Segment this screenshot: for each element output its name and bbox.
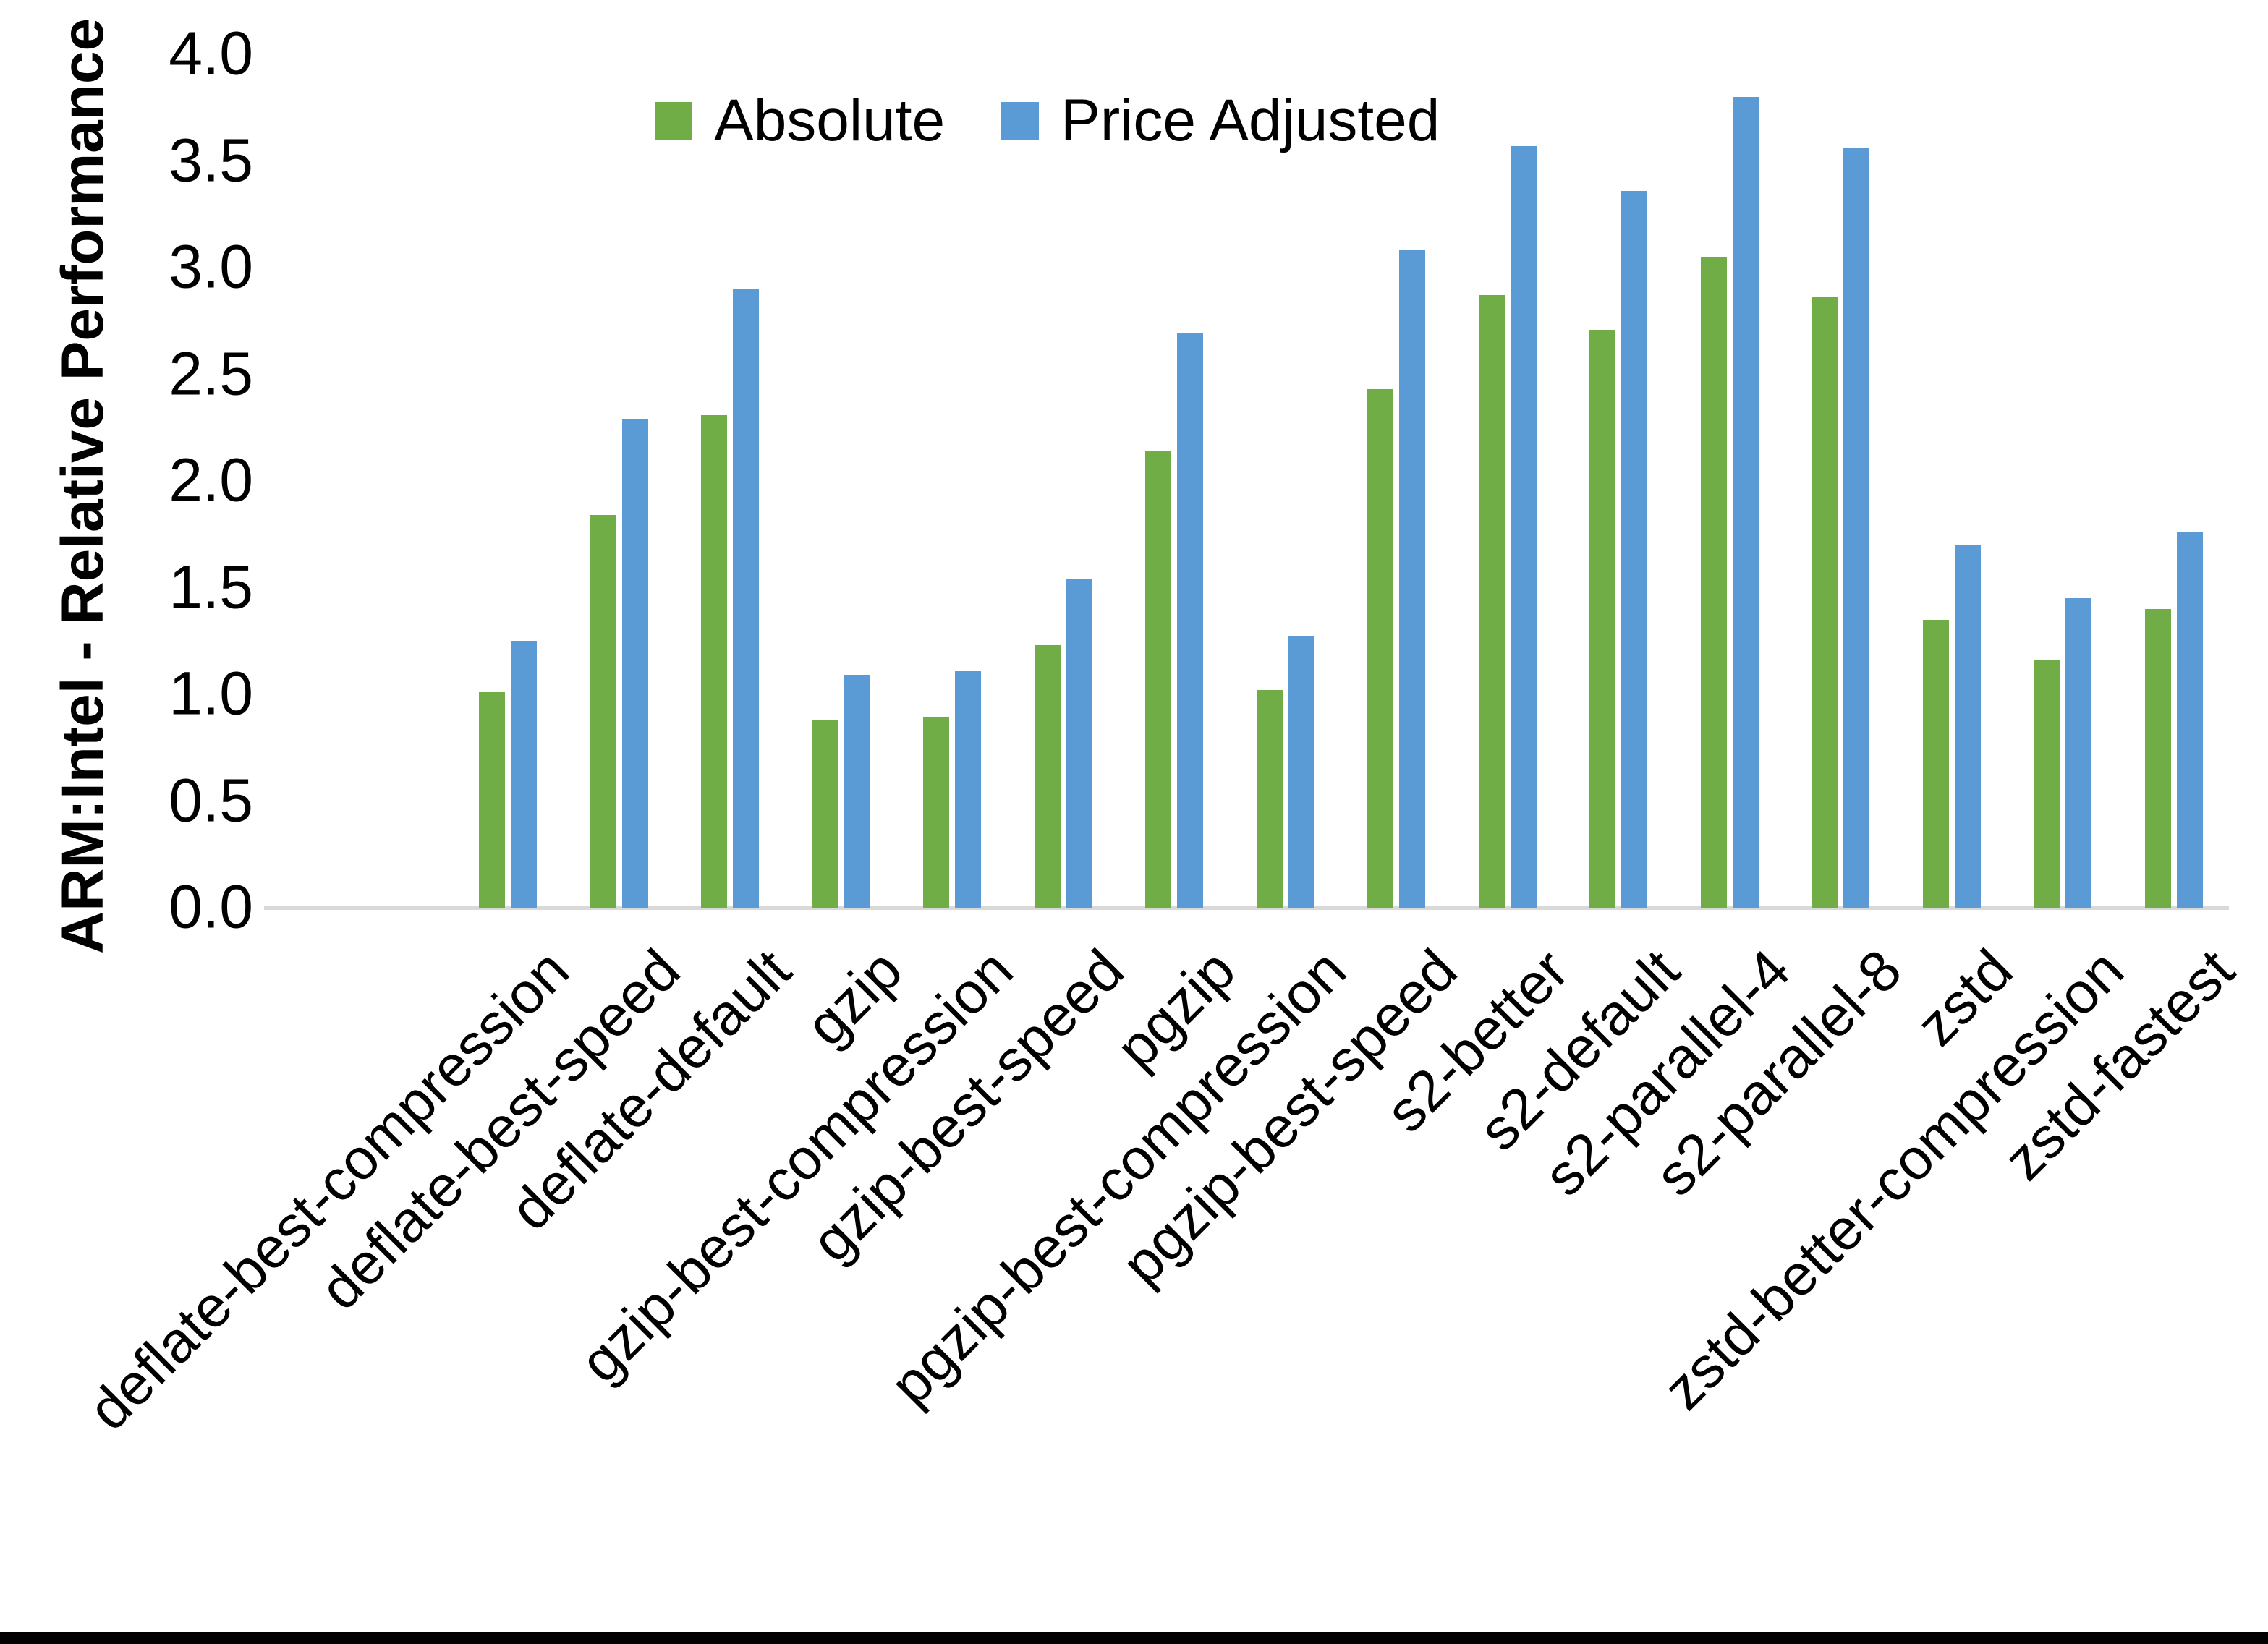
bar-price-adjusted-gzip-best-speed <box>1066 579 1092 908</box>
y-tick-label-1.5: 1.5 <box>169 552 253 621</box>
bar-price-adjusted-deflate-default <box>733 289 759 908</box>
bar-absolute-gzip-best-compression <box>923 717 949 908</box>
bar-price-adjusted-zstd-fastest <box>2176 532 2203 908</box>
bar-absolute-deflate-default <box>701 414 727 908</box>
legend-label-absolute: Absolute <box>714 88 946 153</box>
bar-price-adjusted-s2-parallel-8 <box>1843 148 1869 908</box>
y-tick-label-2.5: 2.5 <box>169 338 253 407</box>
y-tick-label-3.5: 3.5 <box>169 125 253 194</box>
bar-price-adjusted-s2-parallel-4 <box>1732 97 1759 908</box>
legend: Absolute Price Adjusted <box>655 91 1440 150</box>
bar-absolute-gzip <box>812 720 838 908</box>
legend-swatch-absolute <box>655 102 692 140</box>
bar-absolute-s2-parallel-8 <box>1812 297 1838 908</box>
bar-absolute-zstd-better-compression <box>2034 660 2060 908</box>
bar-price-adjusted-gzip <box>844 675 870 908</box>
bar-absolute-s2-better <box>1478 295 1505 908</box>
bar-absolute-pgzip-best-speed <box>1367 389 1393 908</box>
y-tick-label-0.5: 0.5 <box>169 765 253 834</box>
bar-absolute-s2-parallel-4 <box>1700 257 1727 908</box>
bar-absolute-s2-default <box>1589 329 1615 908</box>
legend-label-price-adjusted: Price Adjusted <box>1061 88 1440 153</box>
bar-absolute-zstd-fastest <box>2144 609 2171 908</box>
bar-price-adjusted-deflate-best-speed <box>621 419 648 908</box>
legend-item-price-adjusted: Price Adjusted <box>1001 91 1440 150</box>
y-tick-label-1.0: 1.0 <box>169 659 253 728</box>
bar-absolute-zstd <box>1922 619 1949 908</box>
bar-price-adjusted-zstd <box>1954 545 1981 908</box>
bar-price-adjusted-pgzip-best-compression <box>1288 636 1314 908</box>
y-tick-label-3.0: 3.0 <box>169 232 253 301</box>
y-tick-label-0.0: 0.0 <box>169 872 253 941</box>
bar-absolute-pgzip <box>1145 451 1171 908</box>
bar-absolute-deflate-best-compression <box>479 692 505 908</box>
bar-price-adjusted-gzip-best-compression <box>955 670 981 908</box>
bar-absolute-pgzip-best-compression <box>1256 690 1283 908</box>
bottom-border <box>0 1632 2268 1644</box>
bar-price-adjusted-s2-better <box>1510 145 1537 908</box>
bar-absolute-deflate-best-speed <box>590 515 616 908</box>
bar-price-adjusted-pgzip-best-speed <box>1399 250 1425 908</box>
bar-price-adjusted-s2-default <box>1621 190 1647 908</box>
bar-absolute-gzip-best-speed <box>1034 645 1061 908</box>
bar-price-adjusted-pgzip <box>1177 333 1203 908</box>
legend-item-absolute: Absolute <box>655 91 945 150</box>
y-tick-label-2.0: 2.0 <box>169 446 253 514</box>
x-axis-line <box>264 906 2229 910</box>
bar-price-adjusted-deflate-best-compression <box>511 641 537 908</box>
y-tick-label-4.0: 4.0 <box>169 19 253 88</box>
bar-price-adjusted-zstd-better-compression <box>2065 598 2091 908</box>
legend-swatch-price-adjusted <box>1001 102 1040 140</box>
